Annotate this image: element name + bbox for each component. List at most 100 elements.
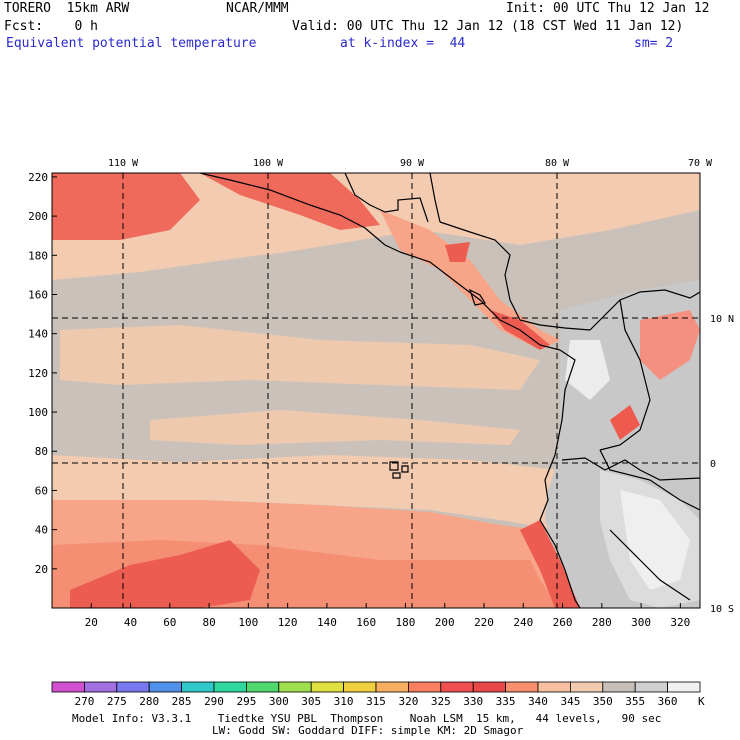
colorbar-boxes — [51, 681, 701, 693]
coastline-colombia — [589, 289, 700, 331]
x-tick-label: 280 — [592, 616, 612, 629]
colorbar-box — [51, 681, 85, 693]
warm-band-mid-2 — [150, 410, 520, 445]
colorbar-level: 340 — [528, 695, 548, 708]
colorbar-labels: 270 275 280 285 290 295 300 305 310 315 320 325 330 3… — [74, 695, 677, 708]
colorbar-box — [181, 681, 215, 693]
x-tick-marks — [90, 603, 681, 608]
latitude-label: 0 — [710, 459, 716, 470]
border-colombia-venezuela — [599, 299, 651, 451]
init-time: Init: 00 UTC Thu 12 Jan 12 — [506, 1, 710, 16]
colorbar-level: 325 — [431, 695, 451, 708]
y-tick-label: 140 — [28, 328, 48, 341]
x-tick-label: 140 — [317, 616, 337, 629]
x-tick-label: 160 — [356, 616, 376, 629]
colorbar-level: 315 — [366, 695, 386, 708]
y-tick-label: 20 — [35, 563, 48, 576]
colorbar-level: 270 — [74, 695, 94, 708]
colorbar-box — [634, 681, 669, 693]
x-tick-label: 220 — [474, 616, 494, 629]
coastline-pacific-central-america — [399, 251, 561, 351]
longitude-labels: 110 W 100 W 90 W 80 W 70 W — [108, 158, 713, 169]
red-patch-south — [70, 540, 260, 608]
colorbar-level: 320 — [398, 695, 418, 708]
colorbar-box — [537, 681, 571, 693]
y-tick-label: 220 — [28, 171, 48, 184]
y-tick-label: 60 — [35, 484, 48, 497]
warm-central-america — [380, 210, 560, 350]
colorbar-box — [472, 681, 507, 693]
valid-time: Valid: 00 UTC Thu 12 Jan 12 (18 CST Wed … — [292, 19, 684, 34]
center-label: NCAR/MMM — [226, 1, 289, 16]
colorbar-level: 345 — [560, 695, 580, 708]
model-info: Model Info: V3.3.1 Tiedtke YSU PBL Thomp… — [72, 712, 662, 725]
x-tick-label: 100 — [238, 616, 258, 629]
x-tick-label: 40 — [124, 616, 137, 629]
galapagos-islands — [389, 461, 409, 479]
colorbar-level: 360 — [658, 695, 678, 708]
graticule — [52, 173, 700, 608]
y-tick-label: 80 — [35, 445, 48, 458]
colorbar-box — [407, 681, 442, 693]
level-label: at k-index = 44 — [340, 36, 466, 51]
colorbar-box — [84, 681, 118, 693]
y-tick-label: 100 — [28, 406, 48, 419]
coastline-south-america-pacific — [539, 349, 581, 608]
colorbar-box — [375, 681, 409, 693]
colorbar-level: 355 — [625, 695, 645, 708]
colorbar-level: 290 — [204, 695, 224, 708]
y-tick-label: 120 — [28, 367, 48, 380]
smoothing-label: sm= 2 — [634, 36, 674, 51]
colorbar-box — [213, 681, 247, 693]
border-peru-bolivia — [609, 529, 691, 601]
colorbar-level: 280 — [139, 695, 159, 708]
border-belize — [429, 173, 441, 223]
red-patch-venezuela — [610, 405, 640, 440]
colorbar-level: 300 — [269, 695, 289, 708]
x-tick-label: 300 — [631, 616, 651, 629]
y-tick-label: 180 — [28, 249, 48, 262]
colorbar-level: 310 — [334, 695, 354, 708]
land-andes-lightest — [620, 490, 690, 590]
latitude-label: 10 N — [710, 314, 734, 325]
x-tick-label: 240 — [513, 616, 533, 629]
x-tick-label: 60 — [163, 616, 176, 629]
colorbar-box — [116, 681, 150, 693]
forecast-hour: Fcst: 0 h — [4, 19, 98, 34]
coastline-mexico — [199, 173, 401, 253]
x-tick-label: 180 — [396, 616, 416, 629]
red-patch-mexico-coast — [200, 173, 380, 230]
colorbar-box — [602, 681, 636, 693]
colorbar-unit: K — [698, 695, 705, 708]
longitude-label: 90 W — [400, 158, 425, 169]
red-patch-colombia — [640, 310, 700, 380]
border-lake-nicaragua — [468, 288, 486, 306]
x-tick-label: 80 — [202, 616, 215, 629]
x-tick-label: 200 — [435, 616, 455, 629]
x-tick-label: 320 — [670, 616, 690, 629]
colorbar-level: 350 — [593, 695, 613, 708]
red-patch-peru-coast — [520, 520, 580, 608]
red-patch-northwest — [52, 173, 200, 240]
red-patch-honduras — [445, 242, 470, 262]
colorbar-level: 295 — [236, 695, 256, 708]
land-colombia-light — [565, 340, 610, 400]
colorbar-box — [440, 681, 474, 693]
latitude-labels: 10 N 0 10 S — [710, 314, 734, 615]
longitude-label: 110 W — [108, 158, 139, 169]
coastline-panama — [519, 319, 591, 331]
colorbar-box — [505, 681, 539, 693]
field-name: Equivalent potential temperature — [6, 36, 257, 51]
warm-band-south — [52, 455, 560, 530]
colorbar-box — [278, 681, 312, 693]
physics-info: LW: Godd SW: Goddard DIFF: simple KM: 2D… — [212, 724, 524, 737]
colorbar-level: 330 — [463, 695, 483, 708]
y-tick-label: 40 — [35, 524, 48, 537]
colorbar-box — [148, 681, 182, 693]
colorbar-box — [245, 681, 280, 693]
colorbar-box — [570, 681, 604, 693]
longitude-label: 70 W — [688, 158, 713, 169]
y-tick-marks — [52, 176, 57, 570]
